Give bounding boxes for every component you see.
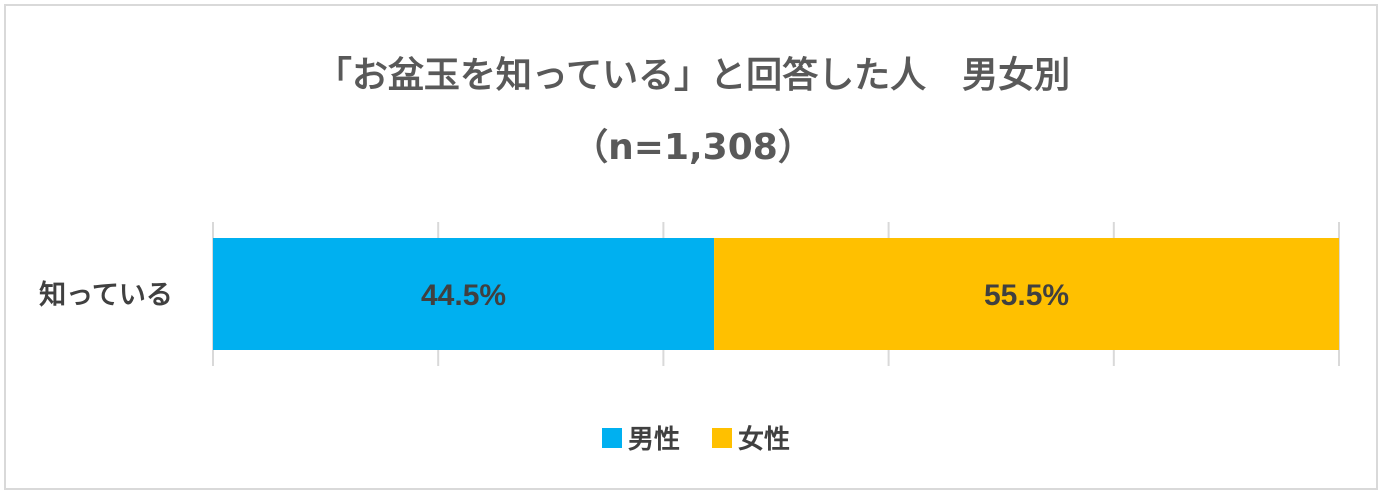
data-label: 44.5% [421,279,506,312]
bar-segment [714,238,1339,350]
chart-subtitle: （n=1,308） [572,127,814,168]
legend-swatch [712,428,732,448]
category-label: 知っている [39,280,173,311]
legend-label: 女性 [738,424,790,455]
chart-title: 「お盆玉を知っている」と回答した人 男女別 [315,55,1071,96]
legend-swatch [602,428,622,448]
legend-label: 男性 [628,425,680,455]
bar-segment [213,238,715,350]
data-label: 55.5% [984,279,1069,312]
